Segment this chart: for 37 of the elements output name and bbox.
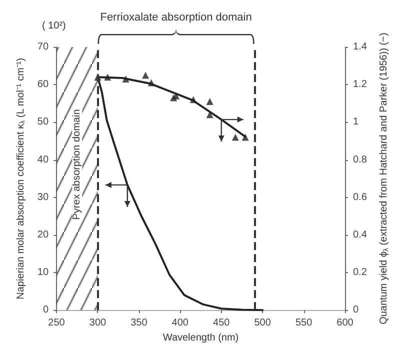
point [242,134,249,141]
y2-tick-label: 0.2 [353,267,368,278]
point [206,98,214,105]
y-tick-label: 50 [37,116,49,128]
y2-tick-label: 0 [353,304,359,316]
y-tick-label: 30 [37,192,49,203]
x-tick-label: 600 [336,318,354,329]
x-tick-label: 400 [172,318,189,329]
y-tick-label: 0 [42,304,49,316]
y-tick-label: 20 [37,229,49,240]
y-tick-label: 60 [37,79,49,90]
point [122,75,130,82]
y-tick-label: 40 [37,154,49,166]
band-label: Pyrex absorption domain [72,109,83,220]
x-tick-label: 250 [48,318,66,329]
x-axis-title: Wavelength (nm) [162,332,239,344]
y2-tick-label: 0.6 [353,192,368,203]
x-tick-label: 500 [254,318,272,329]
y2-tick-label: 1 [353,116,359,128]
y2-tick-label: 1.2 [353,79,368,90]
point [142,72,150,79]
point [104,74,112,81]
y-tick-label: 70 [37,42,49,52]
point [148,79,155,86]
y2-tick-label: 0.4 [353,229,368,240]
point [172,92,180,100]
x-tick-label: 450 [213,318,230,329]
text: ( 10²) [42,20,66,32]
x-tick-label: 550 [295,318,313,329]
text: Ferrioxalate absorption domain [100,12,252,24]
y2-tick-label: 1.4 [353,42,368,52]
x-tick-label: 300 [89,318,107,329]
y2-tick-label: 0.8 [353,154,368,166]
x-tick-label: 350 [130,318,148,329]
point [190,96,197,104]
y-tick-label: 10 [37,267,49,278]
point [232,134,239,141]
